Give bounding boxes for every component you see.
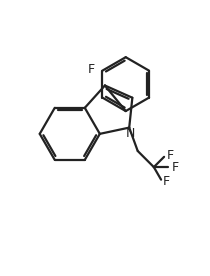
Text: F: F — [167, 149, 174, 162]
Text: F: F — [87, 63, 94, 76]
Text: N: N — [126, 127, 135, 140]
Text: F: F — [163, 175, 170, 188]
Text: F: F — [171, 161, 178, 174]
